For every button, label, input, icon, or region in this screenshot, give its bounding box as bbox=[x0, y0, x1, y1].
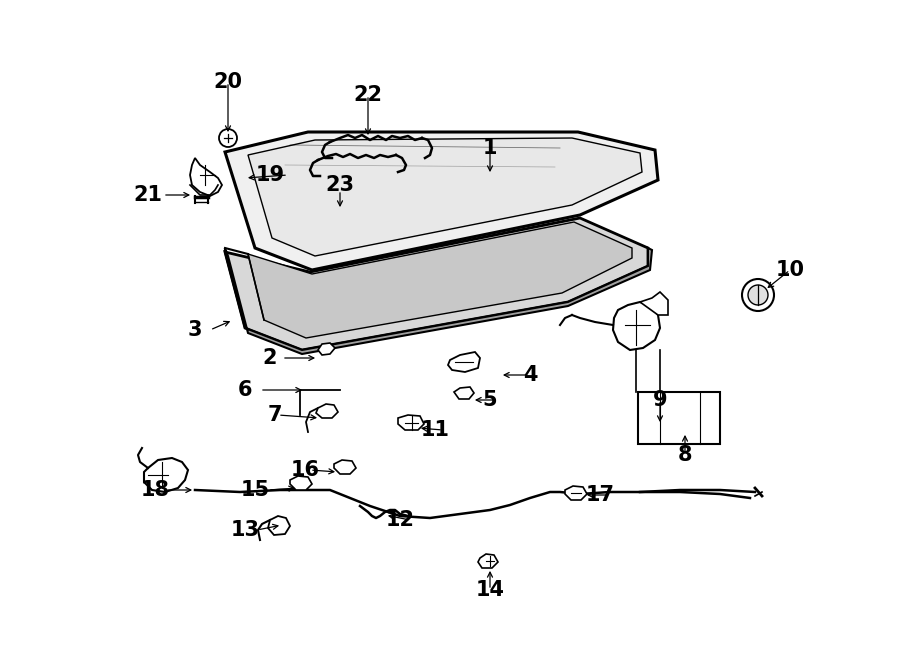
Text: 16: 16 bbox=[291, 460, 319, 480]
Polygon shape bbox=[225, 248, 652, 354]
Text: 4: 4 bbox=[523, 365, 537, 385]
Polygon shape bbox=[613, 302, 660, 350]
Polygon shape bbox=[398, 415, 424, 430]
Text: 7: 7 bbox=[268, 405, 283, 425]
Circle shape bbox=[742, 279, 774, 311]
Polygon shape bbox=[190, 158, 222, 196]
Polygon shape bbox=[225, 132, 658, 270]
Polygon shape bbox=[248, 138, 642, 256]
Polygon shape bbox=[565, 486, 587, 500]
Text: 10: 10 bbox=[776, 260, 805, 280]
Bar bbox=[638, 392, 720, 444]
Polygon shape bbox=[334, 460, 356, 474]
Polygon shape bbox=[225, 218, 648, 350]
Polygon shape bbox=[268, 516, 290, 535]
Text: 13: 13 bbox=[230, 520, 259, 540]
Text: 2: 2 bbox=[263, 348, 277, 368]
Text: 22: 22 bbox=[354, 85, 382, 105]
Text: 3: 3 bbox=[188, 320, 202, 340]
Polygon shape bbox=[316, 404, 338, 418]
Text: 6: 6 bbox=[238, 380, 252, 400]
Text: 21: 21 bbox=[133, 185, 163, 205]
Text: 14: 14 bbox=[475, 580, 505, 600]
Polygon shape bbox=[248, 222, 632, 338]
Text: 17: 17 bbox=[586, 485, 615, 505]
Text: 19: 19 bbox=[256, 165, 284, 185]
Polygon shape bbox=[448, 352, 480, 372]
Text: 11: 11 bbox=[420, 420, 449, 440]
Text: 18: 18 bbox=[140, 480, 169, 500]
Polygon shape bbox=[454, 387, 474, 399]
Polygon shape bbox=[640, 292, 668, 315]
Polygon shape bbox=[318, 343, 335, 355]
Text: 23: 23 bbox=[326, 175, 355, 195]
Polygon shape bbox=[478, 554, 498, 568]
Polygon shape bbox=[290, 476, 312, 490]
Text: 15: 15 bbox=[240, 480, 270, 500]
Text: 9: 9 bbox=[652, 390, 667, 410]
Text: 5: 5 bbox=[482, 390, 498, 410]
Circle shape bbox=[748, 285, 768, 305]
Text: 1: 1 bbox=[482, 138, 497, 158]
Text: 20: 20 bbox=[213, 72, 242, 92]
Circle shape bbox=[219, 129, 237, 147]
Text: 12: 12 bbox=[385, 510, 415, 530]
Polygon shape bbox=[144, 458, 188, 492]
Text: 8: 8 bbox=[678, 445, 692, 465]
